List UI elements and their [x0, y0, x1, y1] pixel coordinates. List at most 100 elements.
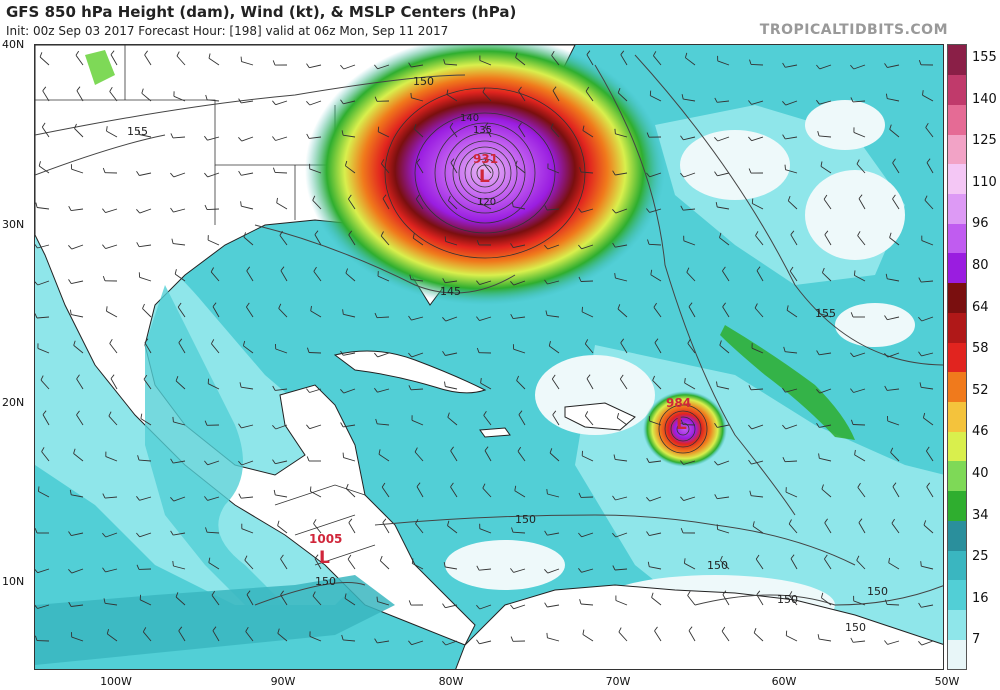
wind-barb	[921, 316, 934, 322]
wind-barb	[648, 243, 662, 246]
wind-barb	[73, 345, 84, 354]
wind-barb	[173, 460, 186, 464]
colorbar-label: 110	[972, 174, 997, 190]
wind-barb-flag	[409, 274, 412, 280]
colorbar-segment	[948, 431, 966, 462]
wind-barb-flag	[546, 489, 548, 495]
wind-barb-flag	[820, 592, 824, 598]
wind-barb	[345, 488, 356, 498]
wind-barb	[717, 172, 730, 177]
wind-barb	[107, 633, 118, 642]
wind-barb-flag	[480, 378, 482, 384]
wind-barb-flag	[450, 446, 454, 452]
wind-barb	[513, 348, 526, 354]
wind-barb	[313, 271, 322, 282]
wind-barb	[177, 306, 186, 318]
colorbar-label: 125	[972, 133, 997, 149]
wind-barb-flag	[35, 568, 38, 573]
wind-barb-flag	[782, 62, 786, 68]
colorbar-label: 52	[972, 382, 989, 398]
wind-barb-flag	[918, 602, 922, 608]
wind-barb	[411, 352, 424, 358]
wind-barb-flag	[850, 637, 854, 643]
wind-barb	[722, 594, 730, 606]
wind-barb-flag	[716, 381, 718, 387]
wind-barb-flag	[306, 101, 311, 106]
wind-barb	[683, 240, 696, 246]
colorbar-segment	[948, 193, 966, 224]
colorbar-label: 64	[972, 299, 989, 315]
wind-barb-flag	[926, 482, 931, 488]
wind-barb	[584, 415, 594, 426]
wind-barb-flag	[756, 590, 761, 595]
wind-barb	[448, 200, 458, 210]
wind-barb	[683, 460, 696, 465]
wind-barb-flag	[39, 52, 43, 58]
wind-barb-flag	[816, 350, 820, 356]
irma-system	[305, 45, 665, 305]
wind-barb	[547, 568, 560, 574]
wind-barb	[210, 271, 220, 282]
wind-barb-flag	[821, 267, 825, 273]
colorbar-segment	[948, 74, 966, 105]
wind-barb-flag	[484, 446, 489, 451]
wind-barb	[280, 594, 288, 606]
wind-barb-flag	[515, 52, 518, 58]
wind-barb-flag	[204, 496, 208, 501]
wind-barb	[479, 280, 492, 286]
wind-barb	[479, 568, 492, 571]
wind-barb	[516, 380, 526, 390]
wind-barb-flag	[892, 194, 896, 200]
wind-barb-flag	[544, 602, 548, 608]
wind-barb	[649, 566, 662, 570]
wind-barb-flag	[75, 50, 80, 56]
wind-barb-flag	[514, 485, 517, 491]
wind-barb-flag	[341, 130, 344, 136]
wind-barb-flag	[412, 233, 415, 239]
wind-barb-flag	[584, 411, 589, 417]
wind-barb-flag	[208, 557, 211, 563]
wind-barb	[71, 280, 84, 285]
wind-barb	[175, 596, 186, 606]
wind-barb	[650, 274, 662, 282]
wind-barb	[71, 314, 84, 318]
wind-barb	[687, 343, 696, 354]
wind-barb	[518, 126, 526, 138]
wind-barb-flag	[68, 569, 73, 574]
wind-barb	[314, 234, 322, 246]
wind-barb	[377, 64, 390, 70]
wind-barb	[785, 424, 798, 430]
wind-barb	[447, 416, 458, 426]
wind-barb-flag	[484, 122, 489, 127]
wind-barb	[652, 380, 662, 390]
wind-barb	[649, 208, 662, 213]
wind-barb	[784, 460, 798, 463]
wind-barb-flag	[348, 194, 352, 200]
wind-barb-flag	[850, 64, 855, 70]
wind-barb-flag	[376, 596, 378, 602]
colorbar-segment	[948, 639, 966, 670]
wind-barb-flag	[313, 519, 317, 524]
wind-barb-flag	[110, 50, 115, 55]
wind-barb-flag	[652, 375, 656, 381]
colorbar-segment	[948, 609, 966, 640]
wind-barb	[513, 280, 526, 286]
wind-barb	[71, 636, 84, 642]
wind-barb	[717, 100, 730, 103]
wind-barb	[819, 313, 832, 318]
wind-barb	[246, 306, 254, 318]
wind-barb-flag	[551, 374, 556, 380]
wind-barb-flag	[721, 626, 726, 632]
pacific-swath	[35, 575, 395, 665]
wind-barb-flag	[102, 167, 106, 173]
wind-barb	[241, 205, 254, 210]
colorbar-segment	[948, 253, 966, 284]
colorbar-segment	[948, 282, 966, 313]
wind-barb-flag	[680, 135, 684, 141]
wind-barb	[615, 277, 628, 282]
wind-barb	[348, 198, 356, 210]
wind-barb	[887, 98, 900, 102]
wind-barb	[36, 316, 50, 319]
wind-barb-flag	[784, 164, 786, 170]
wind-barb	[856, 559, 866, 570]
